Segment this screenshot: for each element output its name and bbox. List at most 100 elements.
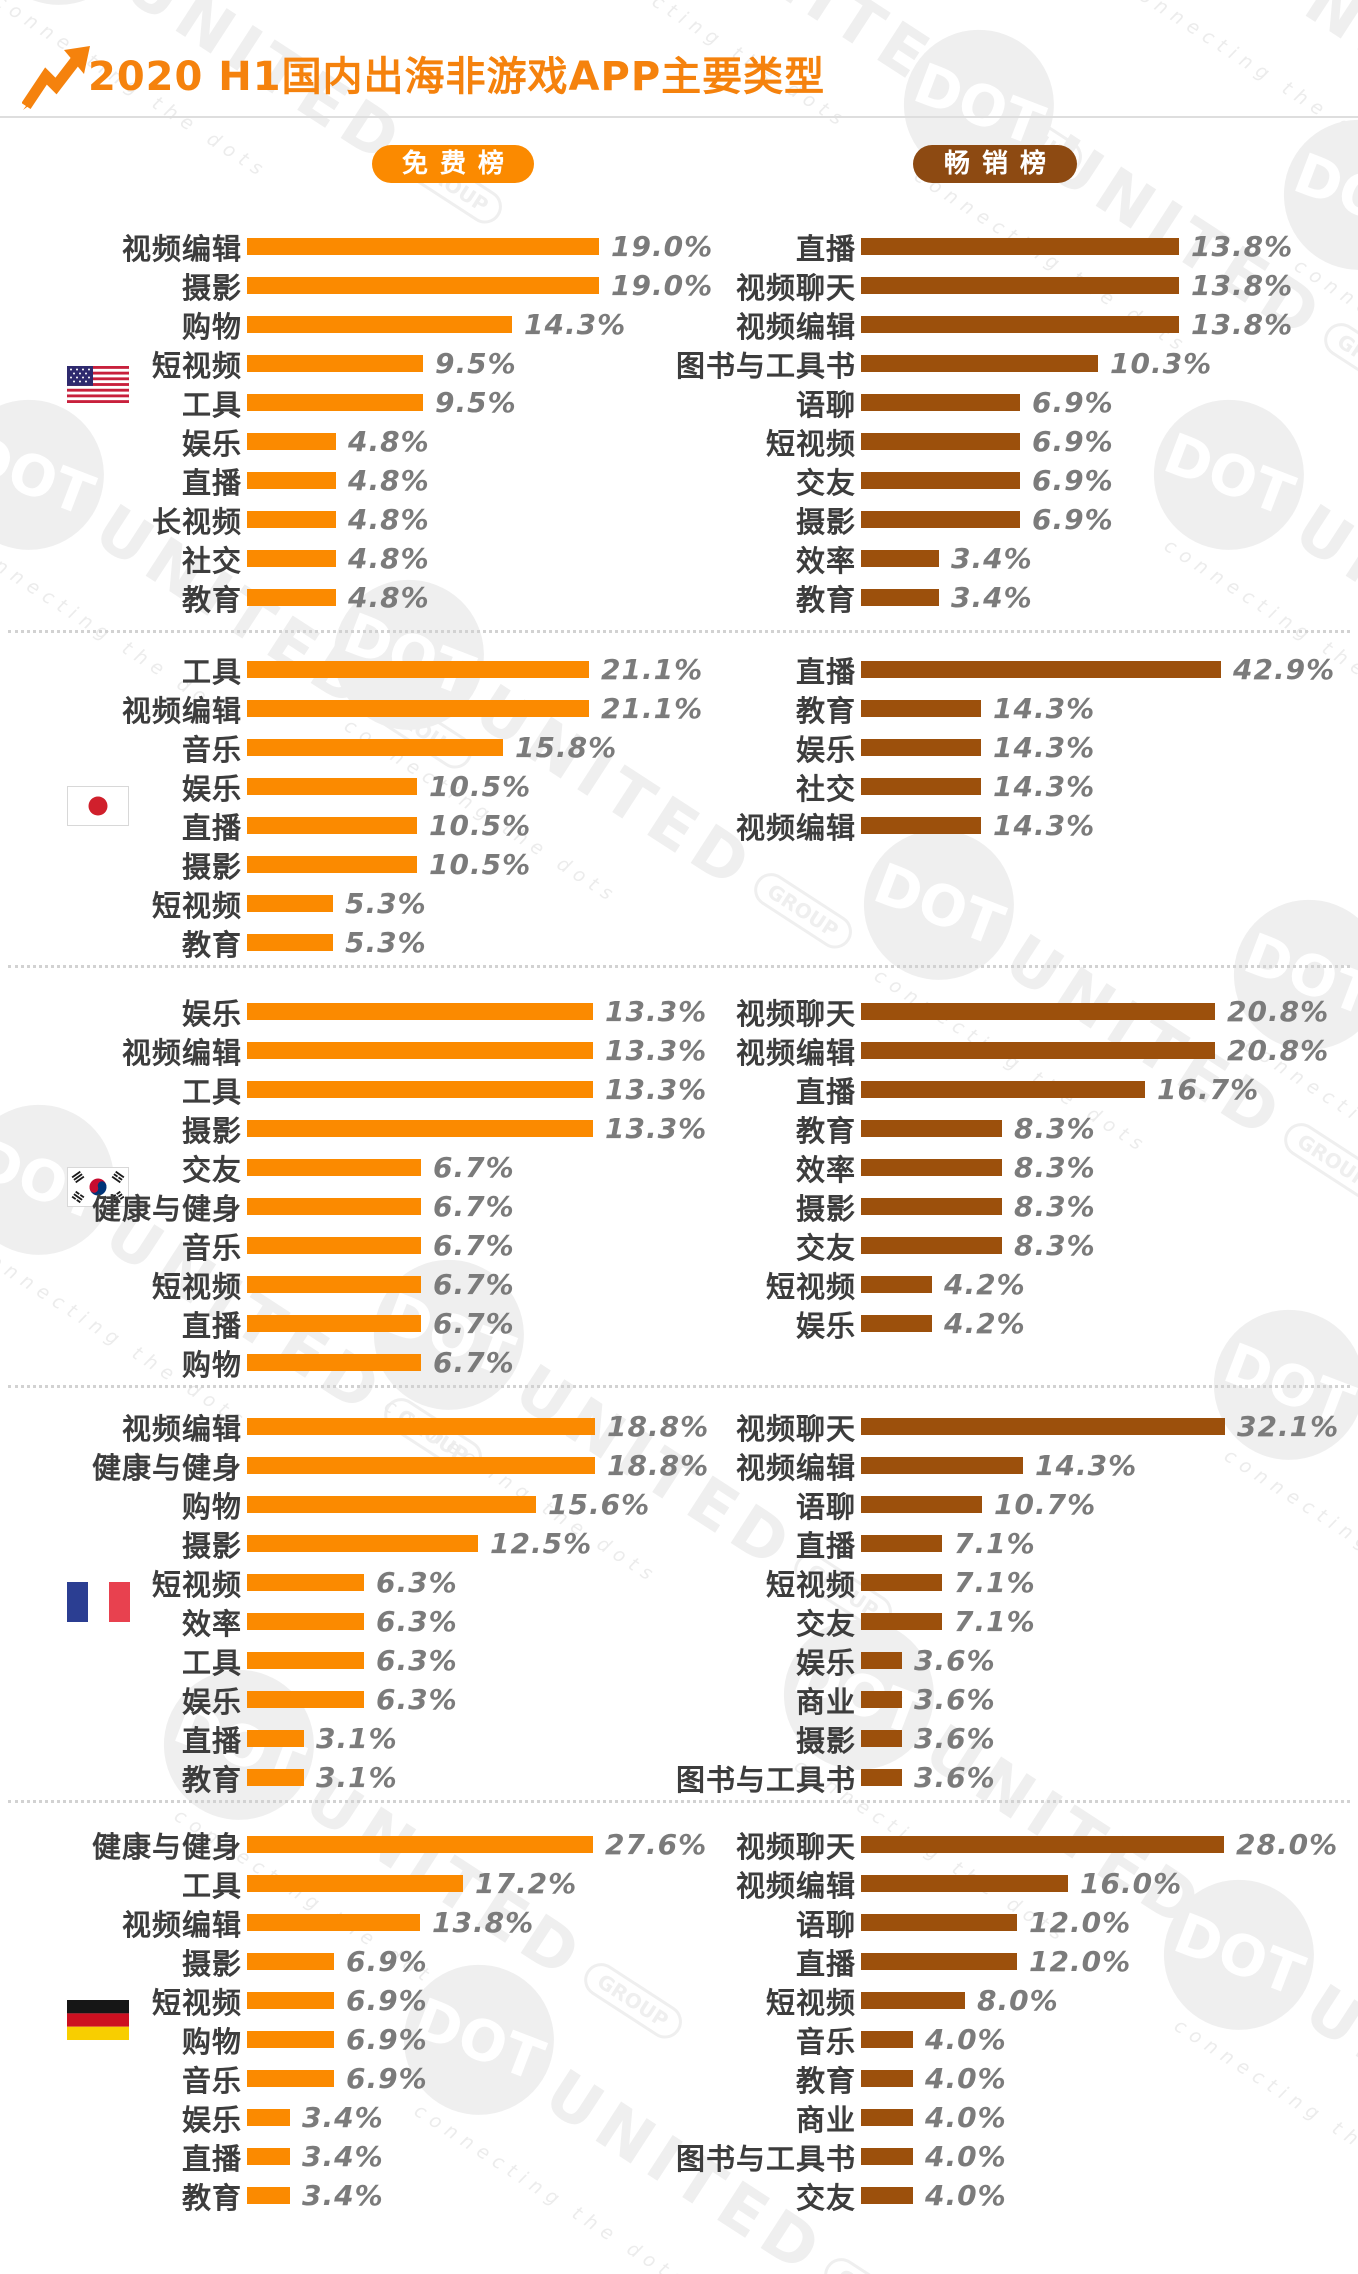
- chart-row: 直播 6.7%: [0, 1304, 700, 1343]
- chart-row: 摄影 13.3%: [0, 1109, 706, 1148]
- category-label: 健康与健身: [91, 1450, 242, 1485]
- free-bar: [247, 1315, 421, 1332]
- category-label: 图书与工具书: [675, 348, 856, 383]
- section-south-korea-free-column: 娱乐 13.3% 视频编辑 13.3% 工具 13.3% 摄影 13.3% 交友 6.7% 健康与健…: [0, 992, 706, 1382]
- chart-row: 工具 17.2%: [0, 1864, 700, 1903]
- category-label: 效率: [795, 1152, 856, 1187]
- chart-row: 效率 3.4%: [626, 539, 1358, 578]
- free-bar: [247, 661, 589, 678]
- value-label: 3.4%: [951, 542, 1033, 575]
- category-label: 直播: [795, 1074, 856, 1109]
- chart-row: 短视频 9.5%: [0, 344, 700, 383]
- chart-row: 交友 6.9%: [626, 461, 1358, 500]
- value-label: 7.1%: [954, 1527, 1036, 1560]
- free-bar: [247, 817, 417, 834]
- chart-row: 短视频 6.3%: [0, 1563, 700, 1602]
- value-label: 4.8%: [348, 542, 430, 575]
- free-bar: [247, 1418, 595, 1435]
- category-label: 直播: [181, 465, 242, 500]
- value-label: 6.9%: [346, 1945, 428, 1978]
- value-label: 6.7%: [433, 1346, 515, 1379]
- category-label: 摄影: [795, 1191, 856, 1226]
- value-label: 4.0%: [925, 2140, 1007, 2173]
- free-bar: [247, 511, 336, 528]
- category-label: 效率: [795, 543, 856, 578]
- value-label: 10.5%: [429, 848, 532, 881]
- value-label: 6.9%: [346, 2062, 428, 2095]
- paid-bar: [861, 1315, 932, 1332]
- chart-row: 交友 7.1%: [626, 1602, 1358, 1641]
- value-label: 17.2%: [475, 1867, 578, 1900]
- chart-row: 健康与健身 6.7%: [0, 1187, 700, 1226]
- value-label: 12.0%: [1029, 1906, 1132, 1939]
- category-label: 娱乐: [795, 1645, 856, 1680]
- chart-row: 娱乐 14.3%: [626, 728, 1358, 767]
- category-label: 短视频: [765, 1985, 856, 2020]
- value-label: 13.3%: [605, 1034, 708, 1067]
- chart-row: 购物 6.9%: [0, 2020, 700, 2059]
- value-label: 16.7%: [1157, 1073, 1260, 1106]
- value-label: 3.4%: [302, 2101, 384, 2134]
- category-label: 直播: [181, 810, 242, 845]
- category-label: 娱乐: [181, 996, 242, 1031]
- value-label: 6.9%: [1032, 386, 1114, 419]
- free-bar: [247, 1198, 421, 1215]
- value-label: 9.5%: [435, 386, 517, 419]
- section-france-paid-column: 视频聊天 32.1% 视频编辑 14.3% 语聊 10.7% 直播 7.1% 短视频 7.1% 交友…: [626, 1407, 1358, 1797]
- free-bar: [247, 550, 336, 567]
- chart-row: 直播 3.4%: [0, 2137, 700, 2176]
- value-label: 6.3%: [376, 1605, 458, 1638]
- value-label: 6.7%: [433, 1190, 515, 1223]
- chart-row: 娱乐 6.3%: [0, 1680, 700, 1719]
- paid-bar: [861, 1652, 902, 1669]
- value-label: 6.7%: [433, 1268, 515, 1301]
- free-bar: [247, 856, 417, 873]
- value-label: 8.3%: [1014, 1112, 1096, 1145]
- category-label: 交友: [181, 1152, 242, 1187]
- category-label: 视频编辑: [121, 231, 242, 266]
- value-label: 6.3%: [376, 1683, 458, 1716]
- category-label: 教育: [795, 582, 856, 617]
- section-united-states-free-column: 视频编辑 19.0% 摄影 19.0% 购物 14.3% 短视频 9.5% 工具 9.5% 娱乐 4.…: [0, 227, 712, 617]
- value-label: 13.3%: [605, 1073, 708, 1106]
- france-flag-icon: [67, 1582, 130, 1622]
- free-bar: [247, 1457, 595, 1474]
- free-bar: [247, 739, 503, 756]
- chart-row: 视频编辑 21.1%: [0, 689, 702, 728]
- category-label: 交友: [795, 465, 856, 500]
- chart-row: 教育 5.3%: [0, 923, 700, 962]
- watermark-badge: GROUP: [817, 2251, 929, 2274]
- chart-row: 短视频 5.3%: [0, 884, 700, 923]
- chart-row: 直播 10.5%: [0, 806, 700, 845]
- value-label: 6.3%: [376, 1566, 458, 1599]
- category-label: 直播: [795, 1528, 856, 1563]
- chart-row: 健康与健身 18.8%: [0, 1446, 708, 1485]
- category-label: 视频聊天: [735, 1829, 856, 1864]
- chart-row: 视频编辑 13.8%: [626, 305, 1358, 344]
- category-label: 购物: [181, 1489, 242, 1524]
- value-label: 8.3%: [1014, 1151, 1096, 1184]
- chart-row: 摄影 3.6%: [626, 1719, 1358, 1758]
- value-label: 19.0%: [611, 269, 714, 302]
- paid-bar: [861, 1574, 942, 1591]
- value-label: 6.9%: [346, 1984, 428, 2017]
- category-label: 教育: [181, 582, 242, 617]
- free-bar: [247, 1574, 364, 1591]
- value-label: 15.8%: [515, 731, 618, 764]
- section-separator: [8, 965, 1350, 968]
- chart-row: 娱乐 4.2%: [626, 1304, 1358, 1343]
- category-label: 摄影: [795, 1723, 856, 1758]
- chart-row: 教育 3.4%: [0, 2176, 700, 2215]
- free-bar: [247, 472, 336, 489]
- paid-bar: [861, 1418, 1225, 1435]
- paid-ranking-badge: 畅销榜: [913, 145, 1077, 183]
- value-label: 3.1%: [316, 1722, 398, 1755]
- paid-bar: [861, 394, 1020, 411]
- chart-row: 娱乐 3.4%: [0, 2098, 700, 2137]
- value-label: 6.9%: [1032, 503, 1114, 536]
- section-separator: [8, 630, 1350, 633]
- chart-row: 视频聊天 28.0%: [626, 1825, 1358, 1864]
- chart-row: 短视频 6.9%: [0, 1981, 700, 2020]
- chart-row: 工具 13.3%: [0, 1070, 706, 1109]
- chart-row: 语聊 10.7%: [626, 1485, 1358, 1524]
